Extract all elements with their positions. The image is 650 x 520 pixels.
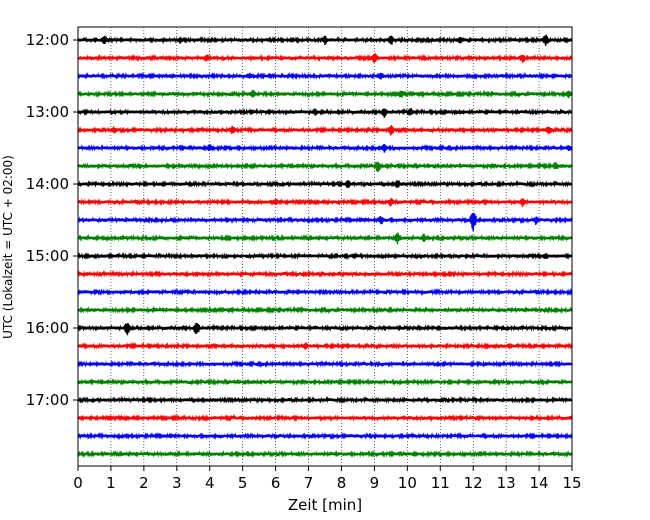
y-tick-label-1600: 16:00 bbox=[26, 319, 69, 337]
x-tick-label-10: 10 bbox=[398, 474, 417, 492]
trace-1215 bbox=[77, 53, 573, 63]
trace-1330 bbox=[77, 143, 573, 153]
trace-1630 bbox=[77, 359, 573, 368]
x-tick-label-2: 2 bbox=[139, 474, 149, 492]
trace-1445 bbox=[77, 232, 573, 245]
trace-1745 bbox=[77, 450, 573, 458]
y-tick-label-1200: 12:00 bbox=[26, 31, 69, 49]
trace-1645 bbox=[77, 378, 573, 387]
x-axis-ticks: 0 1 2 3 4 5 6 7 8 9 10 11 12 13 14 15 bbox=[73, 466, 582, 492]
trace-1515 bbox=[77, 269, 573, 278]
trace-1730 bbox=[77, 431, 573, 441]
y-tick-label-1700: 17:00 bbox=[26, 391, 69, 409]
trace-1430 bbox=[77, 212, 573, 232]
trace-1545 bbox=[77, 305, 573, 315]
x-tick-label-4: 4 bbox=[205, 474, 215, 492]
trace-1245 bbox=[77, 89, 573, 99]
y-axis-label: UTC (Lokalzeit = UTC + 02:00) bbox=[1, 155, 15, 339]
trace-1715 bbox=[77, 413, 573, 423]
trace-1315 bbox=[77, 125, 573, 136]
trace-1700 bbox=[77, 395, 573, 405]
trace-1400 bbox=[77, 179, 573, 189]
y-tick-label-1400: 14:00 bbox=[26, 175, 69, 193]
x-tick-label-3: 3 bbox=[172, 474, 182, 492]
trace-1415 bbox=[77, 197, 573, 207]
x-tick-label-8: 8 bbox=[337, 474, 347, 492]
trace-1615 bbox=[77, 342, 573, 350]
trace-1300 bbox=[77, 107, 573, 118]
x-tick-label-9: 9 bbox=[370, 474, 380, 492]
plot-frame bbox=[77, 26, 573, 467]
x-tick-label-1: 1 bbox=[106, 474, 116, 492]
x-tick-label-5: 5 bbox=[238, 474, 248, 492]
x-tick-label-11: 11 bbox=[431, 474, 450, 492]
trace-1230 bbox=[77, 71, 573, 81]
trace-1530 bbox=[77, 287, 573, 297]
x-tick-label-14: 14 bbox=[530, 474, 549, 492]
x-tick-label-13: 13 bbox=[497, 474, 516, 492]
trace-1200 bbox=[77, 34, 573, 46]
trace-1500 bbox=[77, 252, 573, 261]
x-axis-label: Zeit [min] bbox=[288, 496, 362, 514]
x-tick-label-15: 15 bbox=[562, 474, 581, 492]
seismic-traces bbox=[77, 34, 573, 458]
y-axis-ticks: 12:00 13:00 14:00 15:00 16:00 17:00 bbox=[26, 31, 78, 409]
x-tick-label-0: 0 bbox=[73, 474, 83, 492]
trace-1600 bbox=[77, 322, 573, 336]
trace-1345 bbox=[77, 161, 573, 173]
x-tick-label-6: 6 bbox=[271, 474, 281, 492]
gridlines bbox=[110, 27, 540, 466]
y-tick-label-1300: 13:00 bbox=[26, 103, 69, 121]
x-tick-label-7: 7 bbox=[304, 474, 314, 492]
y-tick-label-1500: 15:00 bbox=[26, 247, 69, 265]
x-tick-label-12: 12 bbox=[464, 474, 483, 492]
